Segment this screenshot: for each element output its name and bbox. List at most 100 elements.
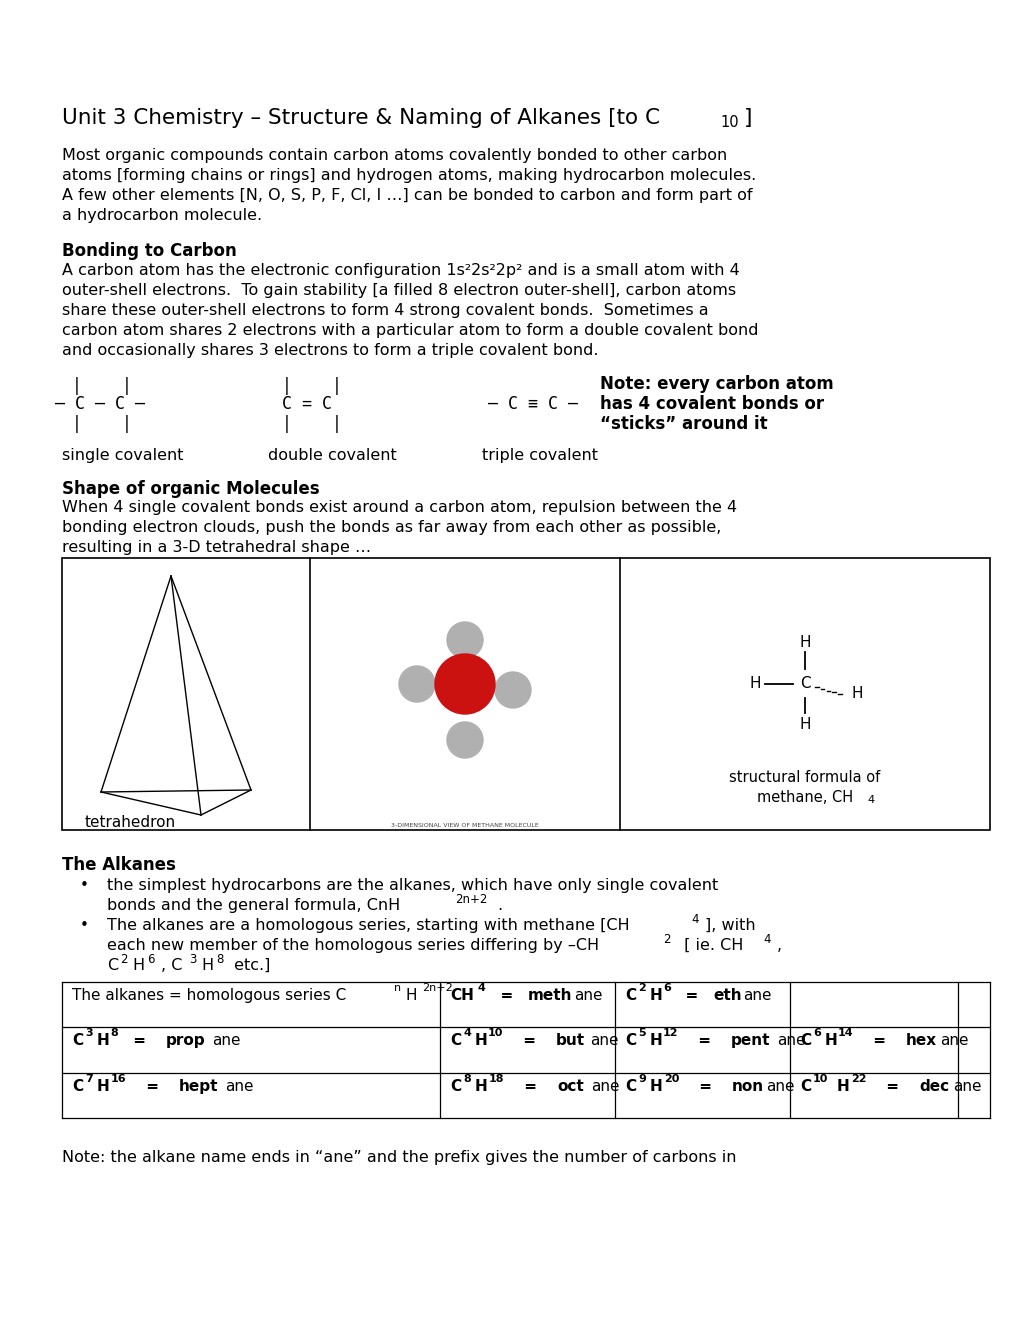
Text: H: H (97, 1078, 110, 1094)
Text: H: H (201, 958, 213, 973)
Text: non: non (732, 1078, 763, 1094)
Text: ane: ane (776, 1034, 805, 1048)
Text: ane: ane (953, 1078, 981, 1094)
Text: H: H (406, 987, 417, 1003)
Text: H: H (413, 678, 421, 689)
Text: C: C (799, 1078, 810, 1094)
Text: 2n+2: 2n+2 (454, 894, 487, 906)
Text: H: H (131, 958, 144, 973)
Text: pent: pent (731, 1034, 769, 1048)
Text: 4: 4 (866, 795, 873, 805)
Text: C = C: C = C (281, 395, 331, 413)
Text: =: = (675, 987, 703, 1003)
Text: ane: ane (574, 987, 602, 1003)
Text: hept: hept (178, 1078, 218, 1094)
Text: “sticks” around it: “sticks” around it (599, 414, 767, 433)
Text: C: C (625, 987, 636, 1003)
Text: C: C (799, 676, 809, 692)
Text: ane: ane (590, 1034, 619, 1048)
Text: a hydrocarbon molecule.: a hydrocarbon molecule. (62, 209, 262, 223)
Text: 2: 2 (637, 983, 645, 993)
Text: =: = (489, 987, 518, 1003)
Text: C: C (449, 1034, 461, 1048)
Text: 8: 8 (110, 1028, 117, 1039)
Text: ane: ane (212, 1034, 240, 1048)
Text: 4: 4 (690, 913, 698, 927)
Text: 20: 20 (663, 1073, 679, 1084)
Text: tetrahedron: tetrahedron (85, 814, 176, 830)
Text: double covalent: double covalent (268, 447, 396, 463)
Text: triple covalent: triple covalent (482, 447, 597, 463)
Text: 8: 8 (216, 953, 223, 966)
Text: bonding electron clouds, push the bonds as far away from each other as possible,: bonding electron clouds, push the bonds … (62, 520, 720, 535)
Text: 2: 2 (120, 953, 127, 966)
Text: =: = (519, 1078, 542, 1094)
Text: has 4 covalent bonds or: has 4 covalent bonds or (599, 395, 823, 413)
Text: 6: 6 (147, 953, 154, 966)
Circle shape (446, 622, 483, 657)
Text: 10: 10 (487, 1028, 503, 1039)
Text: ane: ane (225, 1078, 254, 1094)
Text: C: C (625, 1034, 636, 1048)
Text: hex: hex (905, 1034, 936, 1048)
Text: H: H (649, 987, 662, 1003)
Text: ,: , (776, 939, 782, 953)
Text: ane: ane (742, 987, 770, 1003)
Text: H: H (649, 1034, 662, 1048)
Text: H: H (799, 717, 810, 731)
Text: and occasionally shares 3 electrons to form a triple covalent bond.: and occasionally shares 3 electrons to f… (62, 343, 598, 358)
Text: 9: 9 (637, 1073, 645, 1084)
Text: 4: 4 (762, 933, 769, 946)
Text: H: H (837, 1078, 849, 1094)
Text: [ ie. CH: [ ie. CH (679, 939, 743, 953)
Text: etc.]: etc.] (229, 958, 270, 973)
Text: bonds and the general formula, CnH: bonds and the general formula, CnH (107, 898, 399, 913)
Text: =: = (880, 1078, 904, 1094)
Text: atoms [forming chains or rings] and hydrogen atoms, making hydrocarbon molecules: atoms [forming chains or rings] and hydr… (62, 168, 755, 183)
Text: H: H (799, 635, 810, 649)
Text: H: H (508, 685, 517, 696)
Text: oct: oct (556, 1078, 583, 1094)
Text: 4: 4 (463, 1028, 471, 1039)
Text: 3: 3 (189, 953, 197, 966)
Text: C: C (449, 1078, 461, 1094)
Text: C: C (625, 1078, 636, 1094)
Text: CH: CH (449, 987, 474, 1003)
Text: =: = (518, 1034, 541, 1048)
Text: H: H (97, 1034, 110, 1048)
Text: |    |: | | (281, 414, 341, 433)
Text: 10: 10 (812, 1073, 827, 1084)
Circle shape (446, 722, 483, 758)
Text: 12: 12 (662, 1028, 678, 1039)
Text: |    |: | | (72, 378, 131, 395)
Text: =: = (867, 1034, 891, 1048)
Text: H: H (475, 1034, 487, 1048)
Text: =: = (692, 1034, 715, 1048)
Text: methane, CH: methane, CH (756, 789, 852, 805)
Text: prop: prop (166, 1034, 206, 1048)
Text: Note: every carbon atom: Note: every carbon atom (599, 375, 833, 393)
Text: ]: ] (743, 108, 752, 128)
Text: =: = (127, 1034, 151, 1048)
Text: When 4 single covalent bonds exist around a carbon atom, repulsion between the 4: When 4 single covalent bonds exist aroun… (62, 500, 737, 515)
Text: dec: dec (918, 1078, 949, 1094)
Text: resulting in a 3-D tetrahedral shape …: resulting in a 3-D tetrahedral shape … (62, 540, 371, 554)
Text: meth: meth (528, 987, 572, 1003)
Text: ane: ane (940, 1034, 968, 1048)
Text: ane: ane (591, 1078, 620, 1094)
Text: C: C (799, 1034, 810, 1048)
Text: Note: the alkane name ends in “ane” and the prefix gives the number of carbons i: Note: the alkane name ends in “ane” and … (62, 1150, 736, 1166)
Circle shape (434, 653, 494, 714)
Text: 2n+2: 2n+2 (422, 983, 452, 993)
Text: n: n (393, 983, 400, 993)
Text: eth: eth (712, 987, 741, 1003)
Text: 6: 6 (812, 1028, 820, 1039)
Text: structural formula of: structural formula of (729, 770, 879, 785)
Text: share these outer-shell electrons to form 4 strong covalent bonds.  Sometimes a: share these outer-shell electrons to for… (62, 304, 708, 318)
Text: =: = (141, 1078, 164, 1094)
Text: Unit 3 Chemistry – Structure & Naming of Alkanes [to C: Unit 3 Chemistry – Structure & Naming of… (62, 108, 659, 128)
Text: single covalent: single covalent (62, 447, 183, 463)
Text: carbon atom shares 2 electrons with a particular atom to form a double covalent : carbon atom shares 2 electrons with a pa… (62, 323, 758, 338)
Text: •: • (79, 917, 89, 933)
Circle shape (494, 672, 531, 708)
